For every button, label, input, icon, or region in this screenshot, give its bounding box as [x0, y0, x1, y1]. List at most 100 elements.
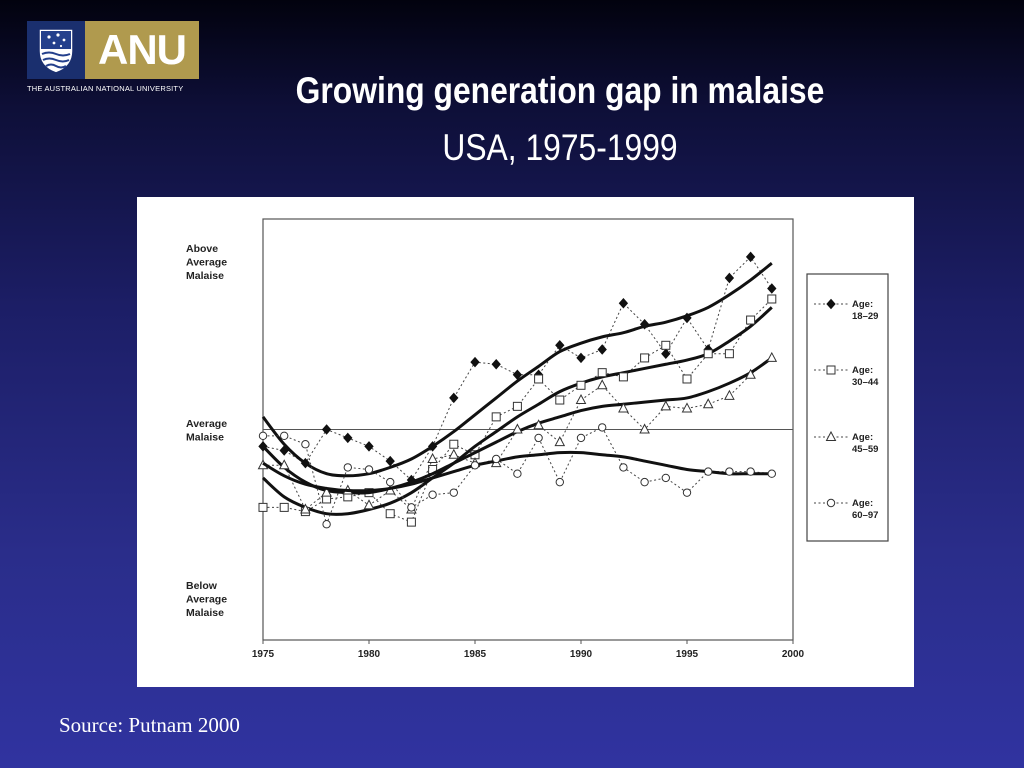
legend-label: Age: 60–97	[852, 498, 878, 521]
data-point	[598, 423, 607, 432]
y-axis-label: Below Average Malaise	[186, 580, 227, 619]
x-tick-label: 1975	[252, 649, 275, 660]
data-point	[363, 499, 375, 510]
data-point	[512, 401, 522, 411]
legend-marker	[826, 298, 836, 310]
data-point	[364, 441, 374, 452]
data-point	[364, 465, 374, 474]
data-point	[470, 356, 480, 368]
data-point	[639, 318, 650, 330]
data-point	[406, 517, 416, 527]
legend-entry: Age: 45–59	[814, 430, 878, 455]
x-tick-label: 2000	[782, 649, 805, 660]
data-point	[491, 412, 501, 422]
data-point	[449, 439, 459, 449]
data-point	[512, 423, 523, 434]
data-point	[386, 477, 395, 487]
data-point	[385, 509, 395, 519]
data-point	[300, 503, 311, 514]
x-tick-label: 1985	[464, 649, 487, 660]
data-point	[724, 272, 735, 284]
data-point	[575, 393, 587, 405]
data-point	[258, 502, 268, 512]
x-tick-label: 1995	[676, 649, 699, 660]
data-point	[428, 490, 437, 499]
crest-icon	[27, 21, 85, 79]
data-point	[767, 283, 777, 294]
series-trend-curve	[262, 450, 772, 493]
data-point	[597, 368, 607, 378]
data-point	[703, 349, 713, 359]
x-tick-label: 1990	[570, 649, 593, 660]
data-point	[300, 457, 311, 469]
data-point	[639, 423, 650, 434]
legend-box	[806, 273, 889, 542]
data-point	[702, 398, 714, 409]
data-point	[554, 436, 566, 447]
data-point	[534, 433, 543, 443]
series-2	[258, 294, 777, 527]
slide-title: Growing generation gap in malaise	[295, 70, 825, 111]
data-point	[301, 440, 310, 449]
data-point	[427, 452, 438, 463]
logo-wordmark: ANU	[85, 21, 199, 79]
data-point	[745, 251, 756, 263]
data-point	[576, 352, 586, 364]
data-point	[278, 459, 290, 470]
data-point	[661, 473, 670, 483]
data-point	[407, 503, 416, 512]
data-point	[576, 433, 586, 443]
series-trend-curve	[261, 306, 773, 516]
y-axis-label: Above Average Malaise	[186, 243, 227, 282]
data-point	[660, 400, 672, 411]
data-point	[279, 502, 289, 512]
data-point	[449, 488, 458, 497]
data-point	[343, 463, 353, 472]
data-point	[470, 461, 480, 470]
series-4	[258, 423, 776, 529]
data-point	[321, 424, 332, 435]
data-point	[321, 486, 332, 497]
data-point	[724, 389, 735, 400]
data-point	[746, 315, 756, 325]
data-point	[555, 395, 565, 405]
legend-marker	[826, 498, 836, 508]
data-point	[385, 455, 395, 467]
malaise-chart: 1975 1980 1985 1990 1995 2000 Above Average Mala…	[186, 218, 889, 660]
data-point	[279, 445, 289, 456]
x-tick-label: 1980	[358, 649, 381, 660]
data-point	[618, 402, 629, 413]
data-point	[640, 477, 649, 487]
data-point	[258, 431, 268, 441]
data-point	[745, 368, 756, 379]
data-point	[427, 441, 438, 452]
data-point	[682, 374, 692, 384]
data-point	[491, 358, 501, 370]
data-point	[767, 469, 776, 478]
anu-logo: ANU THE AUSTRALIAN NATIONAL UNIVERSITY	[27, 21, 199, 96]
data-point	[682, 312, 692, 324]
legend-label: Age: 30–44	[852, 365, 879, 388]
data-point	[619, 463, 628, 472]
source-note: Source: Putnam 2000	[59, 713, 240, 737]
slide-subtitle: USA, 1975-1999	[442, 127, 678, 168]
data-point	[682, 488, 692, 497]
legend-entry: Age: 60–97	[814, 498, 878, 521]
data-point	[322, 520, 331, 529]
data-point	[618, 297, 629, 309]
data-point	[512, 369, 523, 381]
data-point	[555, 477, 564, 487]
data-point	[576, 380, 586, 390]
legend-label: Age: 18–29	[852, 299, 878, 322]
data-point	[596, 379, 608, 390]
series-1	[258, 251, 777, 486]
chart-panel: 1975 1980 1985 1990 1995 2000 Above Average Mala…	[137, 197, 914, 687]
data-point	[449, 392, 459, 404]
data-point	[448, 448, 460, 459]
data-point	[767, 294, 777, 304]
data-point	[533, 419, 544, 430]
data-point	[661, 348, 671, 359]
data-point	[492, 454, 501, 464]
legend-entry: Age: 18–29	[814, 298, 878, 322]
data-point	[661, 340, 671, 350]
